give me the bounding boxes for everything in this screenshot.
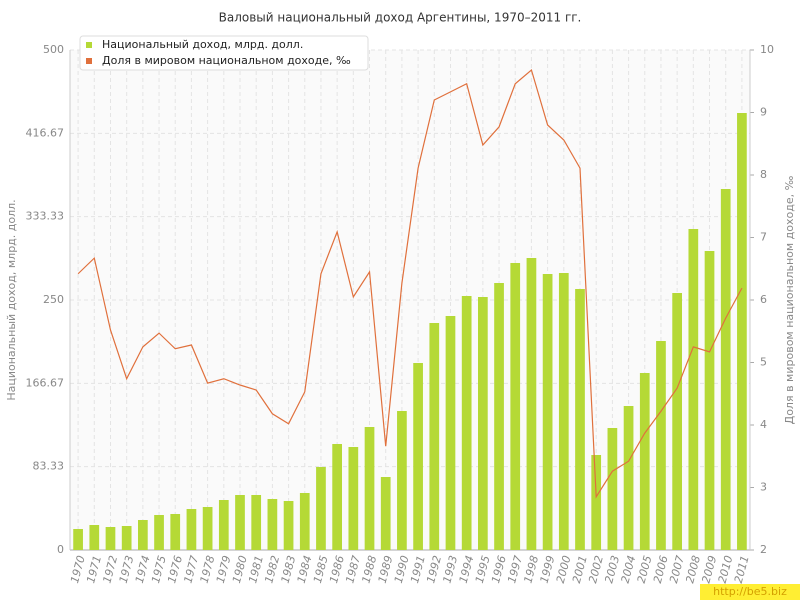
- watermark: http://be5.biz: [713, 585, 787, 598]
- bar: [478, 297, 488, 550]
- bar: [121, 526, 132, 550]
- y2-tick-label: 3: [760, 481, 767, 494]
- y-tick-label: 416.67: [26, 126, 65, 139]
- legend-swatch: [86, 58, 92, 64]
- legend-box: [79, 35, 369, 71]
- bar: [202, 507, 213, 550]
- bar: [688, 229, 699, 550]
- bar: [186, 509, 197, 550]
- bar: [251, 495, 262, 550]
- bar: [639, 373, 650, 550]
- line: [77, 68, 743, 499]
- bar: [558, 273, 569, 550]
- bar: [332, 444, 342, 550]
- y2-tick-label: 2: [760, 543, 767, 556]
- y-tick-label: 250: [43, 293, 64, 306]
- y2-tick-label: 4: [760, 418, 767, 431]
- watermark-bg: [700, 584, 800, 600]
- y2-tick-label: 10: [760, 43, 774, 56]
- bar: [623, 406, 634, 550]
- bar: [316, 467, 326, 550]
- bar: [218, 500, 229, 550]
- bar: [138, 520, 148, 550]
- bar: [656, 341, 666, 550]
- bar: [170, 514, 181, 550]
- bar: [542, 274, 553, 550]
- legend-label: Национальный доход, млрд. долл.: [102, 38, 303, 51]
- bar: [461, 296, 472, 550]
- y2-axis-label: Доля в мировом национальном доходе, ‰: [783, 175, 796, 424]
- bar: [413, 363, 423, 550]
- bar: [445, 316, 456, 550]
- bar: [73, 529, 83, 550]
- bar: [235, 495, 245, 550]
- bar: [364, 427, 375, 550]
- y2-tick-label: 8: [760, 168, 767, 181]
- bar: [429, 323, 440, 550]
- y2-tick-label: 7: [760, 231, 767, 244]
- bar: [672, 293, 682, 550]
- y2-tick-label: 9: [760, 106, 767, 119]
- bar: [591, 455, 602, 550]
- bar: [397, 411, 407, 550]
- y-tick-label: 166.67: [26, 376, 65, 389]
- y-tick-label: 83.33: [33, 460, 65, 473]
- y-tick-label: 333.33: [26, 210, 65, 223]
- bar: [380, 477, 391, 550]
- legend-label: Доля в мировом национальном доходе, ‰: [102, 54, 351, 67]
- y-tick-label: 0: [57, 543, 64, 556]
- chart-title: Валовый национальный доход Аргентины, 19…: [219, 11, 582, 25]
- y-axis-label: Национальный доход, млрд. долл.: [5, 199, 18, 400]
- bar: [607, 428, 618, 550]
- y-tick-label: 500: [43, 43, 64, 56]
- y2-tick-label: 5: [760, 356, 767, 369]
- bar: [720, 189, 731, 550]
- bar: [510, 263, 521, 550]
- bar: [154, 515, 164, 550]
- bar: [526, 258, 537, 550]
- bar: [348, 447, 359, 550]
- bar: [89, 525, 100, 550]
- legend-swatch: [86, 42, 92, 48]
- bar: [737, 113, 747, 550]
- bar: [494, 283, 504, 550]
- bar: [105, 527, 116, 550]
- bar: [299, 493, 310, 550]
- bar: [704, 251, 715, 550]
- bar: [575, 289, 585, 550]
- bar: [267, 499, 278, 550]
- bar: [283, 501, 294, 550]
- y2-tick-label: 6: [760, 293, 767, 306]
